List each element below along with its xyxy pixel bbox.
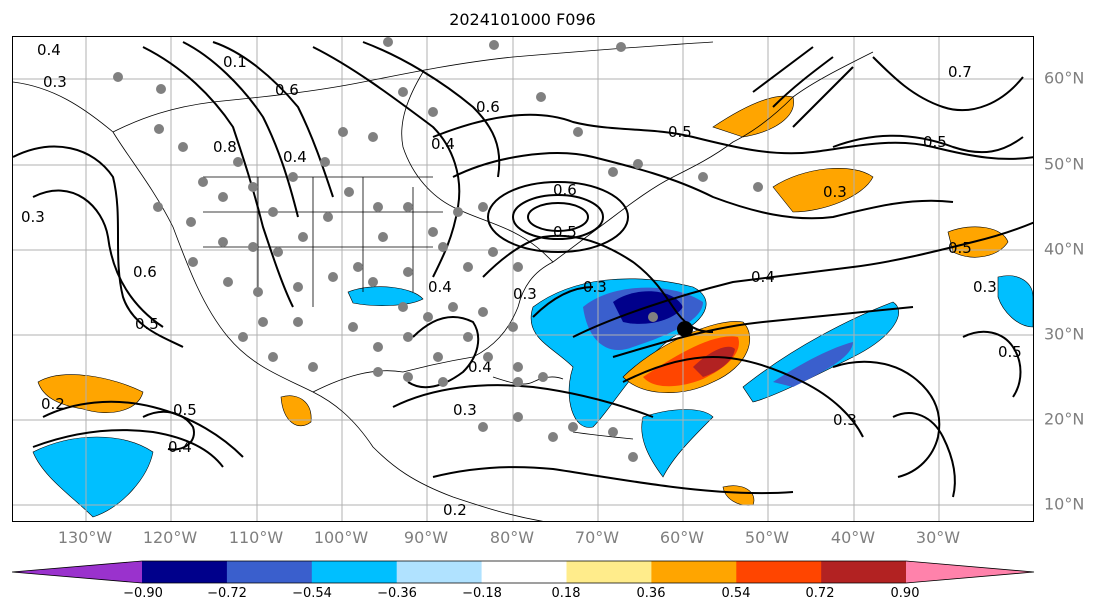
colorbar-tick: 0.90	[890, 586, 920, 601]
colorbar-segment	[651, 561, 737, 583]
negative-band-east-core	[773, 342, 853, 387]
colorbar-tick: −0.54	[292, 586, 332, 601]
contour-label: 0.4	[428, 278, 452, 296]
contour-label: 0.6	[476, 98, 500, 116]
lon-label: 70°W	[574, 528, 620, 547]
lat-label: 40°N	[1044, 239, 1085, 259]
contour-label: 0.2	[443, 501, 467, 519]
positive-region-north	[712, 95, 794, 138]
colorbar-tick: 0.36	[636, 586, 666, 601]
lon-label: 100°W	[313, 528, 369, 547]
negative-region-gulf	[347, 286, 424, 306]
lon-label: 50°W	[744, 528, 790, 547]
contour-label: 0.6	[275, 81, 299, 99]
positive-center-atlantic	[693, 346, 735, 377]
contour-label: 0.4	[283, 148, 307, 166]
lon-label: 120°W	[142, 528, 198, 547]
contour-label: 0.5	[173, 401, 197, 419]
negative-region-south-atlantic	[641, 409, 714, 478]
lat-label: 20°N	[1044, 409, 1085, 429]
colorbar-segment	[566, 561, 652, 583]
figure-title: 2024101000 F096	[449, 10, 596, 29]
coastlines	[13, 41, 874, 521]
colorbar-tick: 0.72	[805, 586, 835, 601]
colorbar-tick: −0.72	[207, 586, 247, 601]
contour-label: 0.4	[468, 358, 492, 376]
station-markers	[113, 37, 763, 462]
contour-label: 0.5	[923, 133, 947, 151]
contour-label: 0.4	[168, 438, 192, 456]
contour-label: 0.6	[133, 263, 157, 281]
map-canvas: 0.4 0.3 0.1 0.8 0.6 0.4 0.4 0.6 0.5 0.7 …	[13, 37, 1033, 521]
contour-label: 0.8	[213, 138, 237, 156]
contour-label: 0.3	[513, 285, 537, 303]
contour-label: 0.5	[553, 223, 577, 241]
lat-label: 10°N	[1044, 494, 1085, 514]
contour-label: 0.7	[948, 63, 972, 81]
colorbar-arrow-right	[906, 561, 1034, 583]
contour-label: 0.4	[751, 268, 775, 286]
lon-label: 60°W	[659, 528, 705, 547]
contour-label: 0.3	[833, 411, 857, 429]
positive-region-west	[37, 374, 144, 413]
lon-label: 30°W	[915, 528, 961, 547]
contour-label: 0.2	[41, 395, 65, 413]
contour-label: 0.3	[583, 278, 607, 296]
lon-label: 80°W	[489, 528, 535, 547]
colorbar-tick: 0.18	[551, 586, 581, 601]
contour-label: 0.5	[948, 239, 972, 257]
colorbar-tick: −0.36	[377, 586, 417, 601]
negative-region-southwest	[32, 436, 154, 518]
contour-label: 0.5	[668, 123, 692, 141]
lon-label: 90°W	[403, 528, 449, 547]
lat-label: 50°N	[1044, 154, 1085, 174]
colorbar-tick: −0.18	[462, 586, 502, 601]
contour-label-group: 0.4 0.3 0.1 0.8 0.6 0.4 0.4 0.6 0.5 0.7 …	[21, 41, 1022, 519]
contour-label: 0.3	[973, 278, 997, 296]
colorbar	[12, 560, 1035, 584]
lat-label: 60°N	[1044, 68, 1085, 88]
contour-label: 0.3	[43, 73, 67, 91]
colorbar-segment	[736, 561, 822, 583]
colorbar-segment	[396, 561, 483, 583]
colorbar-arrow-left	[12, 561, 142, 583]
colorbar-segment	[821, 561, 907, 583]
positive-core-atlantic	[643, 336, 739, 387]
storm-center-marker	[677, 321, 693, 337]
positive-region-mexico	[280, 395, 312, 427]
positive-region-northeast	[772, 168, 874, 213]
lon-label: 130°W	[57, 528, 113, 547]
lat-label: 30°N	[1044, 324, 1085, 344]
contour-label: 0.4	[431, 135, 455, 153]
contour-label: 0.4	[37, 41, 61, 59]
colorbar-segments	[12, 561, 1034, 583]
grid-lines	[13, 37, 1033, 521]
colorbar-segment	[481, 561, 567, 583]
colorbar-tick: 0.54	[721, 586, 751, 601]
contour-label: 0.5	[135, 315, 159, 333]
contour-lines	[13, 41, 1033, 498]
shaded-regions	[32, 95, 1033, 518]
colorbar-segment	[142, 561, 228, 583]
lon-label: 40°W	[830, 528, 876, 547]
contour-label: 0.3	[823, 183, 847, 201]
contour-label: 0.3	[21, 208, 45, 226]
contour-label: 0.3	[453, 401, 477, 419]
lon-label: 110°W	[228, 528, 284, 547]
positive-region-southeast	[722, 485, 755, 506]
colorbar-tick: −0.90	[123, 586, 163, 601]
contour-label: 0.1	[223, 53, 247, 71]
negative-region-far-east	[997, 275, 1033, 328]
contour-label: 0.5	[998, 343, 1022, 361]
map-panel: 0.4 0.3 0.1 0.8 0.6 0.4 0.4 0.6 0.5 0.7 …	[12, 36, 1034, 522]
colorbar-segment	[226, 561, 313, 583]
colorbar-segment	[311, 561, 398, 583]
contour-label: 0.6	[553, 181, 577, 199]
